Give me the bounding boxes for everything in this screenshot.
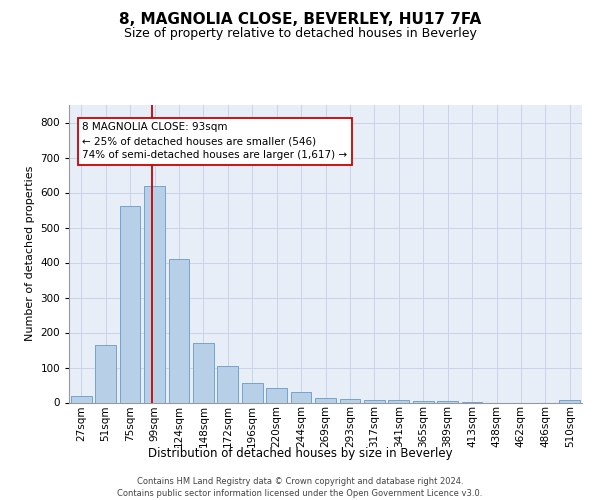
Bar (95, 346, 116, 403)
Bar (119, 206, 140, 402)
Bar (217, 366, 238, 402)
Bar (559, 400, 580, 402)
Text: Distribution of detached houses by size in Beverley: Distribution of detached houses by size … (148, 448, 452, 460)
Bar (364, 400, 385, 402)
Text: Contains HM Land Registry data © Crown copyright and database right 2024.
Contai: Contains HM Land Registry data © Crown c… (118, 476, 482, 498)
Bar (144, 186, 165, 402)
Bar (169, 259, 190, 402)
Bar (388, 400, 409, 402)
Text: 8, MAGNOLIA CLOSE, BEVERLEY, HU17 7FA: 8, MAGNOLIA CLOSE, BEVERLEY, HU17 7FA (119, 12, 481, 28)
Bar (266, 388, 287, 402)
Bar (315, 398, 336, 402)
Text: Size of property relative to detached houses in Beverley: Size of property relative to detached ho… (124, 28, 476, 40)
Bar (290, 392, 311, 402)
Text: 8 MAGNOLIA CLOSE: 93sqm
← 25% of detached houses are smaller (546)
74% of semi-d: 8 MAGNOLIA CLOSE: 93sqm ← 25% of detache… (82, 122, 347, 160)
Bar (193, 343, 214, 402)
Bar (340, 399, 361, 402)
Bar (71, 396, 92, 402)
Y-axis label: Number of detached properties: Number of detached properties (25, 166, 35, 342)
Bar (242, 382, 263, 402)
Bar (413, 401, 434, 402)
